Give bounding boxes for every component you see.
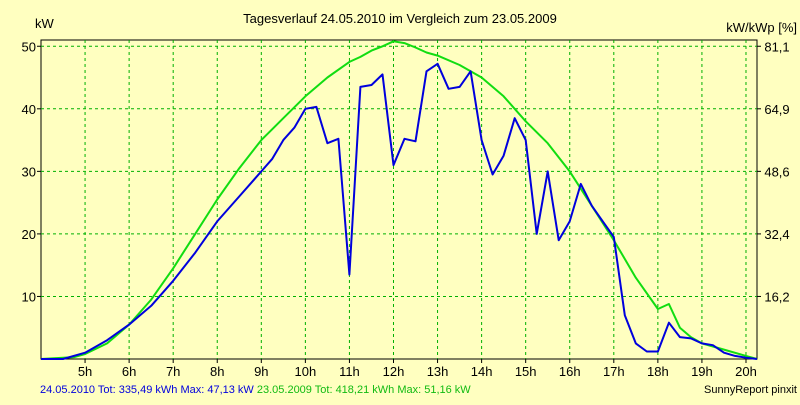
x-tick-label: 8h [210, 364, 224, 379]
y-axis-left-label: kW [35, 16, 55, 31]
y-right-tick-label: 16,2 [764, 289, 789, 304]
x-tick-label: 12h [383, 364, 405, 379]
x-tick-label: 18h [647, 364, 669, 379]
y-left-tick-label: 10 [22, 289, 36, 304]
grid-layer [41, 40, 757, 359]
x-tick-label: 14h [471, 364, 493, 379]
series-line-2010 [41, 62, 758, 360]
y-right-tick-label: 48,6 [764, 164, 789, 179]
x-tick-label: 20h [735, 364, 757, 379]
chart-footer-credit: SunnyReport pinxit [704, 384, 797, 396]
y-right-tick-label: 81,1 [764, 39, 789, 54]
chart-footer-legend: 24.05.2010 Tot: 335,49 kWh Max: 47,13 kW… [40, 384, 471, 396]
x-tick-label: 15h [515, 364, 537, 379]
x-tick-label: 16h [559, 364, 581, 379]
plot-frame [40, 39, 758, 360]
x-tick-label: 11h [339, 364, 360, 379]
y-axis-right-label: kW/kWp [%] [726, 20, 797, 35]
x-tick-label: 5h [78, 364, 92, 379]
y-left-tick-label: 20 [22, 227, 36, 242]
chart-title: Tagesverlauf 24.05.2010 im Vergleich zum… [243, 11, 557, 26]
axis-layer: 5h 6h 7h 8h 9h 10h 11h 12h 13h 14h 15h 16h 17h 18h 19h… [22, 39, 790, 379]
footer-legend-entry: 24.05.2010 Tot: 335,49 kWh Max: 47,13 kW [40, 384, 254, 396]
x-tick-label: 7h [166, 364, 180, 379]
x-tick-label: 19h [691, 364, 713, 379]
x-tick-label: 6h [122, 364, 136, 379]
y-right-tick-label: 32,4 [764, 227, 789, 242]
y-left-tick-label: 40 [22, 102, 36, 117]
x-tick-label: 13h [427, 364, 449, 379]
x-tick-label: 17h [603, 364, 625, 379]
y-right-tick-label: 64,9 [764, 102, 789, 117]
x-tick-label: 10h [295, 364, 317, 379]
series-layer [40, 40, 758, 360]
y-left-tick-label: 30 [22, 164, 36, 179]
y-left-tick-label: 50 [22, 39, 36, 54]
footer-legend-entry: 23.05.2009 Tot: 418,21 kWh Max: 51,16 kW [254, 384, 471, 396]
x-tick-label: 9h [254, 364, 268, 379]
series-line-2009 [40, 40, 758, 360]
